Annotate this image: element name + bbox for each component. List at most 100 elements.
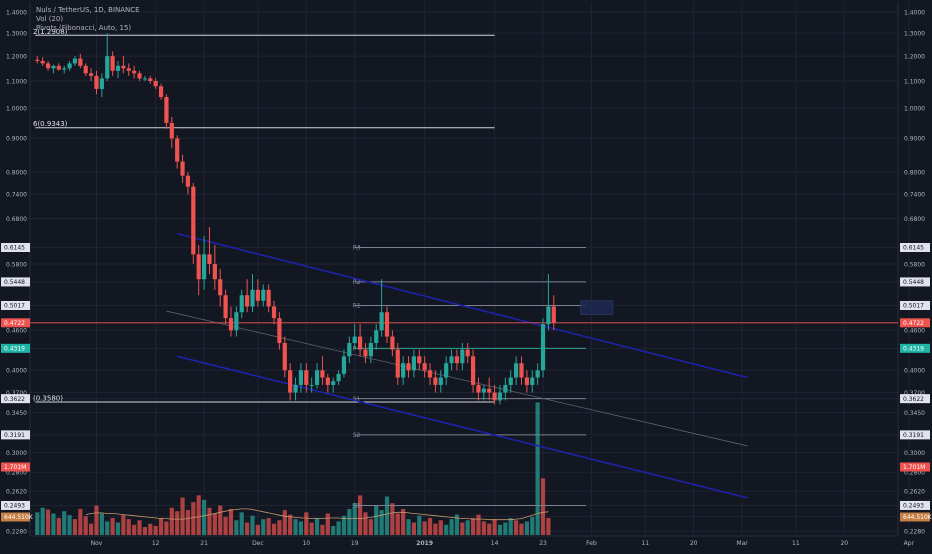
candle-body — [309, 384, 314, 386]
price-badge-bg — [1, 318, 30, 328]
candle — [336, 370, 341, 385]
y-tick-label-left: 1.0000 — [6, 106, 27, 113]
candle — [223, 289, 228, 325]
candle-body — [62, 68, 67, 70]
candle — [368, 336, 373, 364]
price-badge: 0.6145 — [900, 243, 930, 253]
volume-bar — [540, 478, 546, 535]
volume-bar — [530, 516, 535, 535]
candle-body — [530, 377, 535, 385]
volume-bar — [121, 515, 126, 535]
candle-body — [390, 336, 395, 350]
candle — [454, 349, 460, 371]
candle-body — [514, 363, 519, 378]
volume-bar — [384, 496, 390, 535]
candle — [433, 370, 438, 393]
x-tick-label: 23 — [539, 540, 547, 547]
price-badge-bg — [1, 462, 30, 472]
price-badge-bg — [900, 462, 930, 472]
price-badge: 644.510K — [900, 512, 932, 522]
x-tick-label: 10 — [302, 540, 310, 547]
candle — [45, 60, 51, 71]
price-badge-text: 0.4722 — [903, 320, 924, 327]
volume-bar — [169, 507, 174, 535]
candle — [304, 363, 309, 393]
price-badge-bg — [1, 512, 30, 522]
volume-bar — [180, 497, 185, 535]
candle-body — [352, 336, 357, 344]
candle — [379, 279, 384, 337]
candle-body — [250, 289, 255, 307]
volume-bar — [503, 522, 508, 535]
candle-body — [245, 295, 250, 307]
x-tick-label: Mar — [736, 540, 748, 547]
fib-level-label: 2(1.2908) — [33, 28, 68, 36]
candle — [207, 227, 212, 275]
volume-bar — [519, 523, 524, 535]
candle-body — [121, 65, 126, 69]
volume-bar — [492, 519, 497, 535]
candle-body — [89, 73, 94, 76]
price-badge-text: 0.6145 — [903, 245, 924, 252]
pivot-label: R1 — [353, 303, 361, 310]
candle-body — [51, 65, 56, 69]
volume-bar — [508, 518, 513, 535]
candle-body — [288, 370, 293, 393]
candle-body — [540, 324, 546, 371]
candle — [551, 295, 556, 331]
candle-body — [460, 349, 465, 364]
y-tick-label-left: 0.4000 — [6, 368, 27, 375]
candle — [228, 306, 234, 337]
candle-body — [45, 63, 51, 69]
volume-bar — [72, 519, 78, 535]
pivot-label: S3 — [353, 503, 361, 510]
candle — [83, 63, 88, 76]
candle-body — [115, 65, 121, 71]
channel-line — [176, 355, 748, 499]
pivots-indicator-label[interactable]: Pivots (Fibonacci, Auto, 15) — [36, 24, 132, 32]
x-tick-label: 11 — [792, 540, 800, 547]
candle — [320, 356, 325, 385]
candle-body — [358, 336, 363, 350]
x-tick-label: 19 — [351, 540, 359, 547]
candle — [201, 235, 207, 290]
price-badge-text: 0.2493 — [903, 503, 924, 510]
volume-bar — [158, 518, 164, 535]
price-badge: 0.3622 — [900, 394, 930, 404]
candle-body — [481, 388, 486, 393]
price-badge-bg — [1, 430, 30, 440]
candle — [449, 349, 454, 371]
volume-bar — [89, 523, 94, 535]
candle-body — [142, 78, 147, 80]
y-tick-label-left: 0.3450 — [6, 410, 27, 417]
candles — [35, 33, 556, 405]
volume-bar — [406, 519, 411, 535]
price-badge-text: 0.3191 — [903, 432, 924, 439]
pivot-label: S2 — [353, 432, 361, 439]
volume-bar — [105, 521, 110, 535]
volume-bar — [379, 510, 384, 535]
volume-bar — [288, 514, 293, 535]
symbol-title: Nuls / TetherUS, 1D, BINANCE — [36, 6, 140, 14]
x-axis-labels: Nov1221Dec101920191423Feb1120Mar1120Apr1… — [91, 540, 915, 547]
candle — [245, 279, 250, 313]
price-badge: 0.2493 — [900, 500, 930, 510]
candle — [282, 336, 287, 378]
x-tick-label: 2019 — [416, 540, 433, 547]
candle — [314, 363, 320, 389]
pivot-levels: R3R2R1PS1S2S3 — [353, 245, 587, 510]
volume-bar — [460, 522, 465, 535]
volume-bar — [148, 523, 153, 535]
candle-body — [137, 73, 142, 79]
candle — [293, 377, 298, 401]
candle-body — [72, 58, 78, 64]
volume-bar — [298, 521, 304, 535]
y-tick-label-right: 0.9000 — [904, 136, 925, 143]
candle — [358, 324, 363, 357]
price-badge-text: 0.4319 — [903, 346, 924, 353]
candle — [438, 370, 443, 393]
volume-bar — [56, 518, 61, 535]
volume-indicator-label[interactable]: Vol (20) — [36, 15, 64, 23]
volume-bar — [535, 402, 540, 535]
